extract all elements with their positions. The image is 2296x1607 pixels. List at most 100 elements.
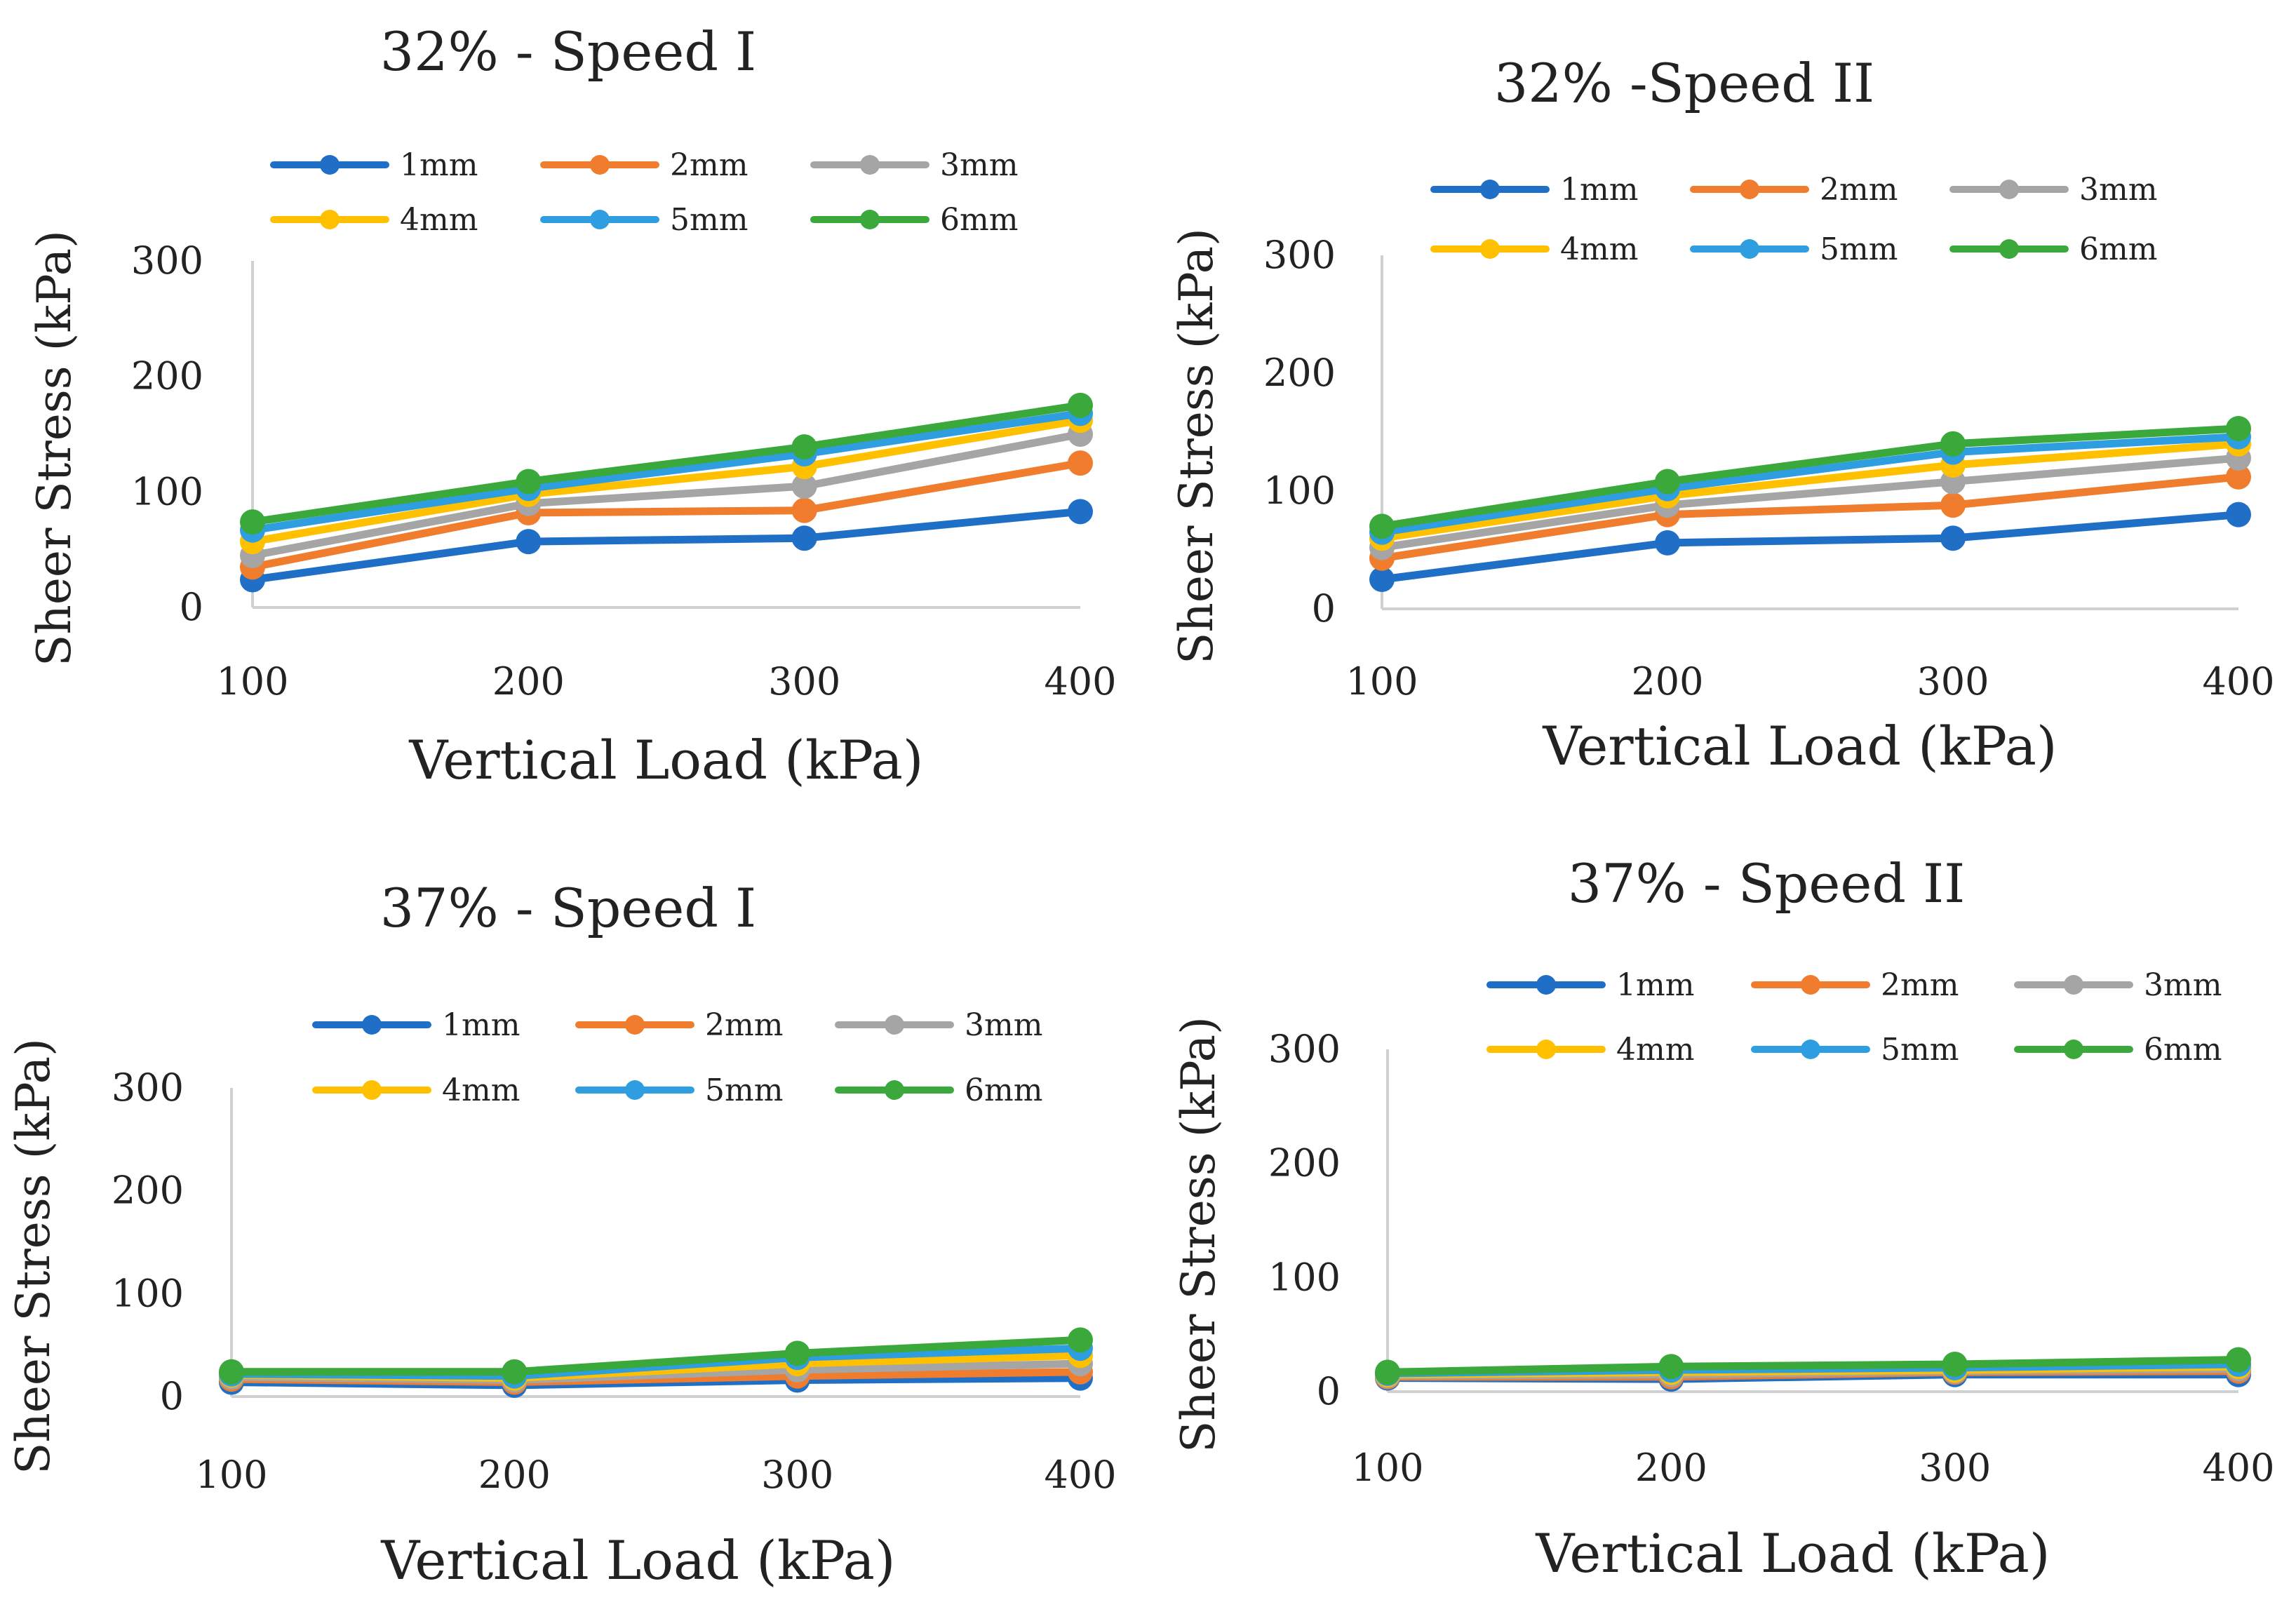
series-line-1mm bbox=[1378, 511, 2243, 584]
legend-label: 2mm bbox=[1881, 967, 1959, 1003]
data-point-1mm bbox=[1369, 567, 1395, 592]
data-point-6mm bbox=[1942, 1351, 1968, 1377]
x-tick-label: 400 bbox=[1044, 659, 1116, 704]
legend-label: 5mm bbox=[670, 202, 748, 238]
y-axis-title: Sheer Stress (kPa) bbox=[6, 1038, 60, 1474]
x-tick-label: 300 bbox=[1916, 659, 1989, 704]
x-axis-title: Vertical Load (kPa) bbox=[1542, 715, 2057, 777]
y-tick-label: 200 bbox=[112, 1169, 184, 1213]
data-point-6mm bbox=[219, 1359, 244, 1385]
data-point-6mm bbox=[2226, 415, 2251, 441]
data-point-1mm bbox=[1068, 499, 1093, 525]
y-tick-label: 200 bbox=[131, 354, 203, 398]
data-point-2mm bbox=[1068, 450, 1093, 476]
y-axis-title: Sheer Stress (kPa) bbox=[1169, 228, 1223, 664]
legend-swatch-marker bbox=[1801, 1040, 1820, 1059]
legend-label: 3mm bbox=[2079, 172, 2157, 208]
x-tick-label: 300 bbox=[761, 1453, 833, 1497]
series-line-5mm bbox=[248, 409, 1085, 534]
legend-label: 1mm bbox=[1560, 172, 1638, 208]
legend-swatch-marker bbox=[1740, 239, 1759, 259]
legend-swatch-marker bbox=[320, 155, 340, 175]
y-tick-label: 0 bbox=[160, 1374, 184, 1418]
series-line-6mm bbox=[1383, 1356, 2243, 1376]
legend-label: 2mm bbox=[1820, 172, 1898, 208]
y-tick-label: 200 bbox=[1263, 351, 1336, 395]
chart-title: 37% - Speed I bbox=[380, 877, 756, 939]
legend-swatch-marker bbox=[1801, 975, 1820, 995]
legend-swatch-marker bbox=[625, 1015, 645, 1035]
x-tick-label: 200 bbox=[1635, 1446, 1707, 1490]
legend-swatch-marker bbox=[860, 210, 880, 229]
data-point-1mm bbox=[791, 525, 817, 551]
legend-swatch-marker bbox=[362, 1080, 382, 1100]
series-line-2mm bbox=[1378, 473, 2243, 563]
legend-swatch-marker bbox=[625, 1080, 645, 1100]
y-axis-title: Sheer Stress (kPa) bbox=[27, 230, 81, 666]
series-line-3mm bbox=[248, 430, 1085, 560]
series-line-6mm bbox=[248, 401, 1085, 526]
legend-label: 4mm bbox=[1616, 1032, 1694, 1068]
y-tick-label: 300 bbox=[1268, 1027, 1341, 1071]
legend-swatch-marker bbox=[1536, 1040, 1556, 1059]
x-tick-label: 100 bbox=[1345, 659, 1418, 704]
x-tick-label: 200 bbox=[478, 1453, 551, 1497]
x-tick-label: 400 bbox=[2202, 659, 2274, 704]
x-tick-label: 400 bbox=[1044, 1453, 1116, 1497]
data-point-6mm bbox=[516, 469, 542, 495]
data-point-3mm bbox=[791, 473, 817, 499]
data-point-6mm bbox=[1940, 431, 1966, 457]
y-tick-label: 100 bbox=[112, 1271, 184, 1315]
legend-swatch-marker bbox=[362, 1015, 382, 1035]
chart-title: 32% -Speed II bbox=[1494, 52, 1874, 114]
series-line-6mm bbox=[227, 1336, 1085, 1376]
legend-label: 6mm bbox=[940, 202, 1018, 238]
x-axis-title: Vertical Load (kPa) bbox=[408, 729, 923, 791]
data-point-6mm bbox=[791, 434, 817, 460]
x-axis-title: Vertical Load (kPa) bbox=[380, 1529, 895, 1592]
x-tick-label: 300 bbox=[1919, 1446, 1991, 1490]
legend-label: 1mm bbox=[442, 1007, 520, 1043]
legend-swatch-marker bbox=[1999, 180, 2019, 199]
y-tick-label: 100 bbox=[1268, 1255, 1341, 1299]
legend-swatch-marker bbox=[1480, 239, 1500, 259]
legend-swatch-marker bbox=[2064, 975, 2083, 995]
series-line-3mm bbox=[1378, 454, 2243, 552]
legend-label: 4mm bbox=[400, 202, 478, 238]
x-tick-label: 100 bbox=[1351, 1446, 1423, 1490]
legend-swatch-marker bbox=[590, 210, 610, 229]
y-tick-label: 0 bbox=[1312, 586, 1336, 631]
legend-swatch-marker bbox=[860, 155, 880, 175]
data-point-6mm bbox=[1068, 1327, 1093, 1353]
legend-swatch-marker bbox=[1536, 975, 1556, 995]
data-point-6mm bbox=[1658, 1354, 1684, 1380]
legend-label: 1mm bbox=[1616, 967, 1694, 1003]
legend-label: 6mm bbox=[965, 1073, 1042, 1108]
data-point-6mm bbox=[784, 1340, 810, 1366]
y-tick-label: 100 bbox=[1263, 469, 1336, 513]
legend-swatch-marker bbox=[590, 155, 610, 175]
y-tick-label: 300 bbox=[112, 1065, 184, 1110]
series-line-2mm bbox=[248, 459, 1085, 571]
chart-title: 32% - Speed I bbox=[380, 20, 756, 83]
series-line-6mm bbox=[1378, 424, 2243, 530]
legend-label: 4mm bbox=[1560, 231, 1638, 267]
legend-swatch-marker bbox=[885, 1080, 904, 1100]
legend-label: 3mm bbox=[965, 1007, 1042, 1043]
data-point-6mm bbox=[1655, 469, 1680, 495]
data-point-2mm bbox=[791, 497, 817, 523]
x-tick-label: 200 bbox=[1631, 659, 1703, 704]
legend-swatch-marker bbox=[1999, 239, 2019, 259]
legend-label: 1mm bbox=[400, 147, 478, 183]
data-point-2mm bbox=[2226, 464, 2251, 490]
x-tick-label: 400 bbox=[2202, 1446, 2274, 1490]
x-tick-label: 200 bbox=[492, 659, 565, 704]
x-tick-label: 100 bbox=[216, 659, 288, 704]
data-point-6mm bbox=[2226, 1347, 2251, 1373]
series-line-5mm bbox=[1378, 433, 2243, 537]
series-line-1mm bbox=[248, 507, 1085, 584]
legend-label: 4mm bbox=[442, 1073, 520, 1108]
